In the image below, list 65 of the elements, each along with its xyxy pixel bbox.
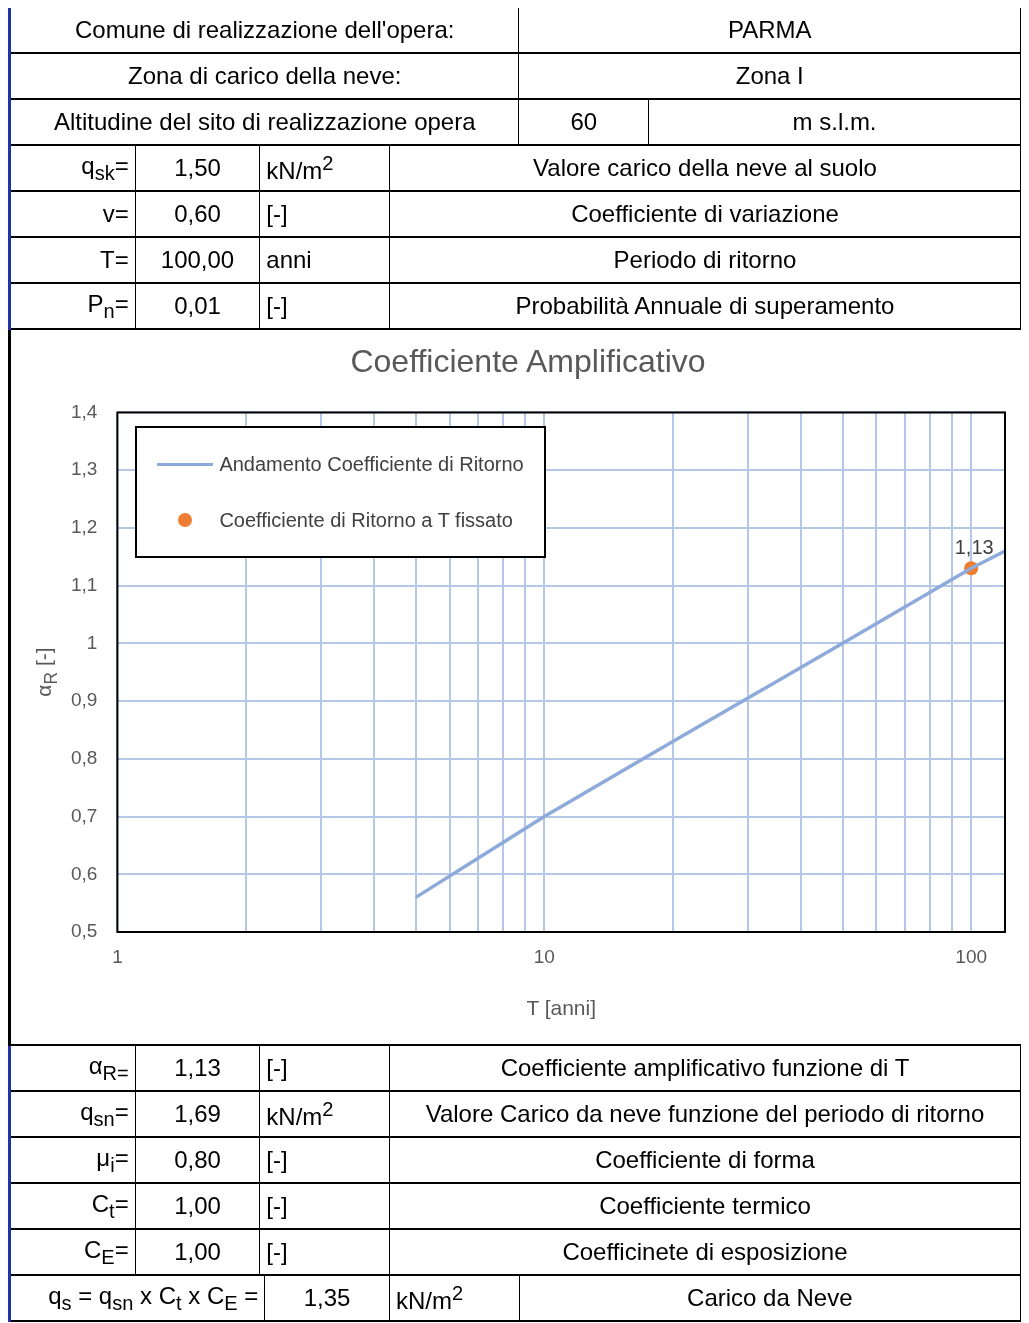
text: C$_{E}$=	[83, 1235, 129, 1269]
y-tick-label: 1,2	[70, 516, 98, 538]
text: anni	[266, 246, 312, 274]
text: 0,01	[174, 292, 221, 320]
y-tick-label: 0,8	[70, 747, 98, 769]
text: 1,35	[303, 1284, 351, 1312]
x-tick-label: 10	[533, 945, 555, 967]
legend-label: Coefficiente di Ritorno a T fissato	[219, 508, 513, 532]
text: Coefficinete di esposizione	[562, 1238, 848, 1266]
text: kN/m$^{2}$	[395, 1281, 464, 1315]
text: q$_{sk}$=	[81, 151, 129, 185]
text: [-]	[266, 200, 288, 228]
chart-title: Coefficiente Amplificativo	[350, 343, 706, 380]
text: 1,69	[174, 1100, 221, 1128]
text: P$_{n}$=	[87, 289, 129, 323]
text: [-]	[266, 1238, 288, 1266]
text: [-]	[266, 1192, 288, 1220]
text: Coefficiente di forma	[595, 1146, 815, 1174]
text: v=	[102, 200, 129, 228]
text: α$_{R=}$	[88, 1051, 129, 1085]
y-tick-label: 1,3	[70, 458, 98, 480]
text: Periodo di ritorno	[613, 246, 797, 274]
text: PARMA	[727, 16, 812, 44]
text: [-]	[266, 1146, 288, 1174]
y-tick-label: 0,7	[70, 804, 98, 826]
text: 60	[570, 108, 598, 136]
text: [-]	[266, 1054, 288, 1082]
text: T=	[99, 246, 129, 274]
text: Coefficiente di variazione	[571, 200, 839, 228]
y-tick-label: 0,9	[70, 689, 98, 711]
text: μ$_{i}$=	[96, 1143, 129, 1177]
text: q$_{s}$ = q$_{sn}$ x C$_{t}$ x C$_{E}$ =	[48, 1281, 259, 1314]
text: 0,60	[174, 200, 221, 228]
text: Comune di realizzazione dell'opera:	[75, 16, 455, 44]
text: Valore carico della neve al suolo	[533, 154, 877, 182]
text: q$_{sn}$=	[80, 1097, 129, 1131]
text: m s.l.m.	[792, 108, 877, 136]
text: 1,00	[174, 1238, 221, 1266]
y-tick-label: 1,4	[70, 400, 98, 422]
y-tick-label: 0,6	[70, 862, 98, 884]
text: 1,50	[174, 154, 221, 182]
text: 0,80	[174, 1146, 221, 1174]
text: Altitudine del sito di realizzazione opera	[53, 108, 476, 136]
y-tick-label: 0,5	[70, 920, 98, 942]
text: C$_{t}$=	[91, 1189, 129, 1223]
text: Coefficiente termico	[599, 1192, 811, 1220]
text: kN/m$^{2}$	[266, 1097, 334, 1131]
text: 100,00	[160, 246, 235, 274]
text: 1,00	[174, 1192, 221, 1220]
x-axis-title: T [anni]	[526, 996, 597, 1020]
y-tick-label: 1,1	[70, 573, 98, 595]
text: kN/m$^{2}$	[266, 151, 334, 185]
text: Zona di carico della neve:	[127, 62, 402, 90]
data-label: 1,13	[954, 535, 994, 558]
text: [-]	[266, 292, 288, 320]
x-tick-label: 100	[955, 945, 988, 967]
text: Valore Carico da neve funzione del periodo di ritorno	[425, 1100, 985, 1128]
text: Carico da Neve	[687, 1284, 853, 1312]
y-tick-label: 1	[86, 631, 98, 653]
legend-label: Andamento Coefficiente di Ritorno	[219, 452, 524, 476]
text: Coefficiente amplificativo funzione di T	[500, 1054, 910, 1082]
text: Probabilità Annuale di superamento	[515, 292, 895, 320]
text: Zona I	[735, 62, 804, 90]
text: 1,13	[174, 1054, 221, 1082]
x-tick-label: 1	[112, 945, 123, 967]
